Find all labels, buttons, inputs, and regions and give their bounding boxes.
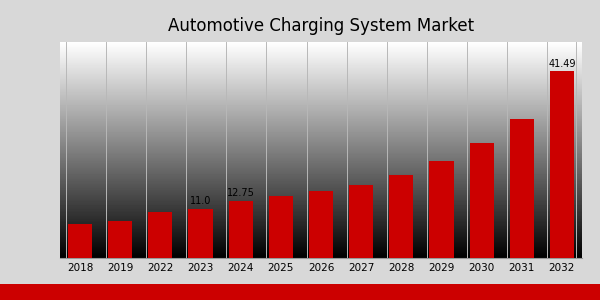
Bar bbox=[349, 185, 373, 258]
Bar bbox=[430, 161, 454, 258]
Bar bbox=[148, 212, 172, 258]
Bar bbox=[550, 71, 574, 258]
Bar bbox=[68, 224, 92, 258]
Bar bbox=[510, 118, 534, 258]
Bar bbox=[309, 191, 333, 258]
Bar bbox=[470, 143, 494, 258]
Text: 12.75: 12.75 bbox=[227, 188, 254, 198]
Bar bbox=[229, 201, 253, 258]
Bar bbox=[269, 196, 293, 258]
Text: 41.49: 41.49 bbox=[548, 59, 575, 69]
Title: Automotive Charging System Market: Automotive Charging System Market bbox=[168, 17, 474, 35]
Bar bbox=[108, 221, 132, 258]
Text: 11.0: 11.0 bbox=[190, 196, 211, 206]
Bar bbox=[389, 175, 413, 258]
Bar bbox=[188, 208, 212, 258]
